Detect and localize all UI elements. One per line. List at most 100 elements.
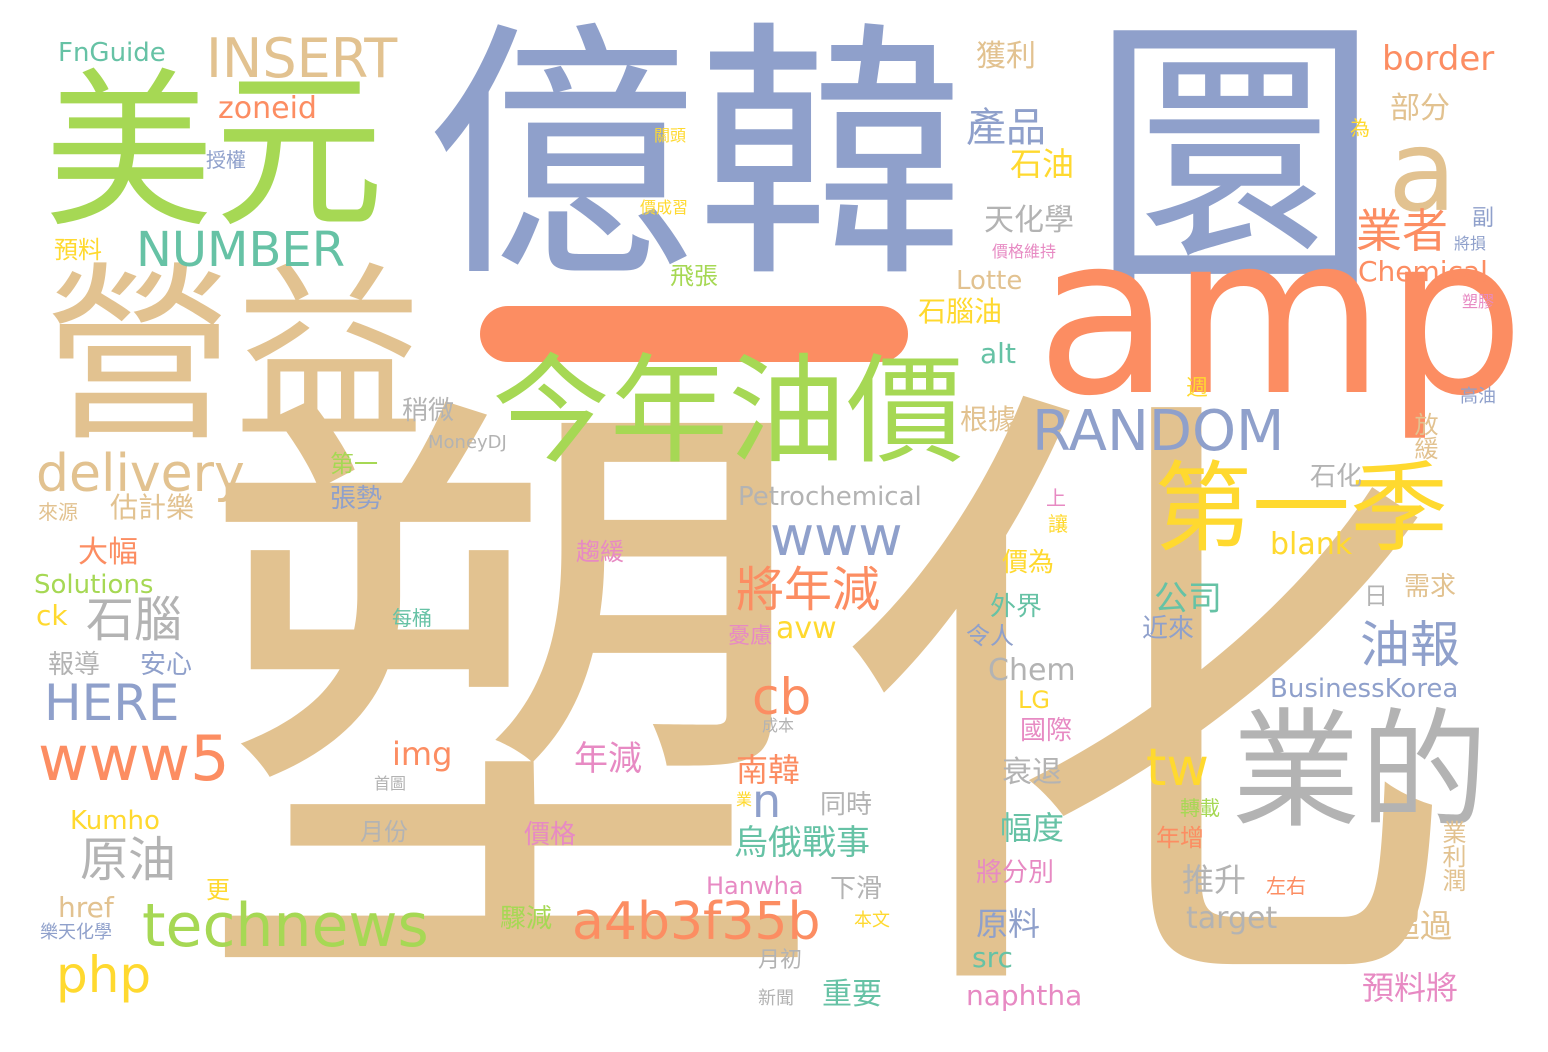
word-tui-sheng: 推升	[1182, 861, 1247, 899]
word-cheng-ben: 成本	[762, 716, 795, 735]
word-fu-du: 幅度	[1000, 809, 1065, 847]
word-xu-qiu: 需求	[1404, 572, 1457, 602]
word-yuan-liao: 原料	[976, 905, 1041, 943]
word-petrochemical: Petrochemical	[738, 482, 922, 512]
word-yi-han: 億韓	[426, 0, 966, 314]
word-shang: 上	[1046, 486, 1066, 510]
word-zhu-yao: 主要	[602, 623, 662, 658]
word-kumho: Kumho	[70, 806, 160, 836]
word-ye: 業	[736, 790, 753, 809]
word-xin-wen: 新聞	[758, 988, 794, 1009]
word-lg: LG	[1018, 686, 1050, 714]
word-insert: INSERT	[206, 27, 398, 90]
word-chem: Chem	[988, 653, 1076, 688]
word-gao-you: 高油	[1460, 386, 1496, 407]
word-businesskorea: BusinessKorea	[1270, 674, 1459, 704]
word-delivery: delivery	[36, 444, 245, 504]
word-guan-tou: 關頭	[654, 126, 687, 145]
word-target: target	[1186, 901, 1278, 936]
word-da-fu: 大幅	[78, 535, 138, 570]
word-hanwha: Hanwha	[706, 872, 804, 900]
word-le-tian-hua-xue: 樂天化學	[40, 922, 112, 943]
word-ye-de: 業的	[1232, 697, 1489, 846]
word-gong-si: 公司	[1154, 579, 1222, 619]
word-fei-zhang: 飛張	[670, 262, 718, 290]
word-mei-tong: 每桶	[392, 606, 432, 630]
word-jia-heng: 價衡	[1390, 848, 1418, 896]
word-wei: 為	[1350, 116, 1370, 140]
word-shi-nao-you: 石腦油	[918, 295, 1003, 328]
word-border: border	[1382, 39, 1495, 79]
word-huo-li: 獲利	[976, 39, 1036, 74]
word-src: src	[972, 941, 1013, 974]
word-zhuan-zai: 轉載	[1180, 796, 1220, 820]
word-moneydj: MoneyDJ	[428, 432, 507, 453]
word-shou-quan: 授權	[206, 148, 246, 172]
word-geng: 更	[206, 876, 230, 904]
word-a4b3f35b: a4b3f35b	[572, 892, 821, 952]
word-chan-pin: 產品	[966, 105, 1046, 151]
word-php: php	[56, 946, 152, 1004]
word-yue-chu: 月初	[758, 948, 803, 973]
word-di-yi: 第一	[330, 450, 378, 478]
word-yu-liao: 預料	[54, 236, 102, 264]
word-ying-yi: 營益	[44, 246, 425, 467]
word-bao-dao: 報導	[48, 650, 101, 680]
word-fang-huan: 放緩	[1410, 412, 1438, 460]
word-www: www	[770, 505, 903, 568]
word-jin-nian-you-jia: 今年油價	[492, 342, 965, 480]
word-random: RANDOM	[1032, 399, 1285, 464]
word-a: a	[1388, 107, 1457, 237]
word-fu: 副	[1472, 206, 1495, 231]
word-fnguide: FnGuide	[58, 38, 166, 68]
word-tian-hua-xue: 天化學	[984, 203, 1074, 238]
word-zhou: 週	[1186, 376, 1209, 401]
word-number: NUMBER	[136, 222, 346, 278]
word-wai-jie: 外界	[990, 592, 1043, 622]
word-jiang-nian-jian: 將年減	[736, 562, 881, 618]
word-shi-hua: 石化	[1310, 462, 1363, 492]
word-jia-ge: 價格	[524, 820, 577, 850]
word-img: img	[392, 735, 453, 773]
word-ye-zhe: 業者	[1356, 204, 1448, 258]
word-mei-yuan: 美元	[44, 54, 385, 252]
word-technews: technews	[142, 891, 429, 961]
word-ben-wen: 本文	[854, 910, 890, 931]
word-avw: avw	[776, 611, 837, 646]
word-rang: 讓	[1048, 512, 1068, 536]
word-ling-ren: 令人	[966, 622, 1014, 650]
word-shao-wei: 稍微	[402, 396, 455, 426]
word-nian-jian: 年減	[574, 739, 642, 779]
word-yue-fen: 月份	[360, 818, 408, 846]
word-jia-ge-wei-chi: 價格維持	[992, 242, 1057, 261]
word-tong-shi: 同時	[820, 790, 873, 820]
word-an-xin: 安心	[140, 650, 193, 680]
word-you-bao: 油報	[1360, 616, 1460, 674]
word-lai-yuan: 來源	[38, 500, 78, 524]
word-gen-ju: 根據	[960, 403, 1017, 436]
word-su-hua: 塑化	[196, 340, 1456, 1052]
word-yu-liao-jiang: 預料將	[1362, 969, 1459, 1007]
word-xia-hua: 下滑	[830, 874, 883, 904]
word-bu-fen: 部分	[1390, 91, 1450, 126]
word-ye-li-run: 業利潤	[1438, 820, 1466, 892]
word-solutions: Solutions	[34, 570, 154, 600]
word-yuan-you: 原油	[80, 832, 177, 888]
word-chemical: Chemical	[1358, 255, 1488, 288]
word-www5: www5	[38, 722, 230, 795]
word-qu-huan: 趨緩	[576, 538, 624, 566]
word-nian-zeng: 年增	[1156, 824, 1204, 852]
word-dash: 一	[480, 306, 908, 362]
word-shi-you: 石油	[1010, 145, 1075, 183]
word-zhou-jian: 驟減	[500, 904, 553, 934]
word-shou-tu: 首圖	[374, 774, 407, 793]
word-su-jiao: 塑膠	[1462, 292, 1495, 311]
word-zhang-shi: 張勢	[330, 484, 383, 514]
word-blank: blank	[1270, 527, 1353, 562]
word-wu-e-zhan-shi: 烏俄戰事	[734, 823, 870, 863]
word-jin-lai: 近來	[1142, 614, 1195, 644]
word-jia-cheng-ben: 價成習	[640, 198, 689, 217]
word-you-lv: 憂慮	[728, 624, 773, 649]
word-here: HERE	[44, 674, 180, 732]
